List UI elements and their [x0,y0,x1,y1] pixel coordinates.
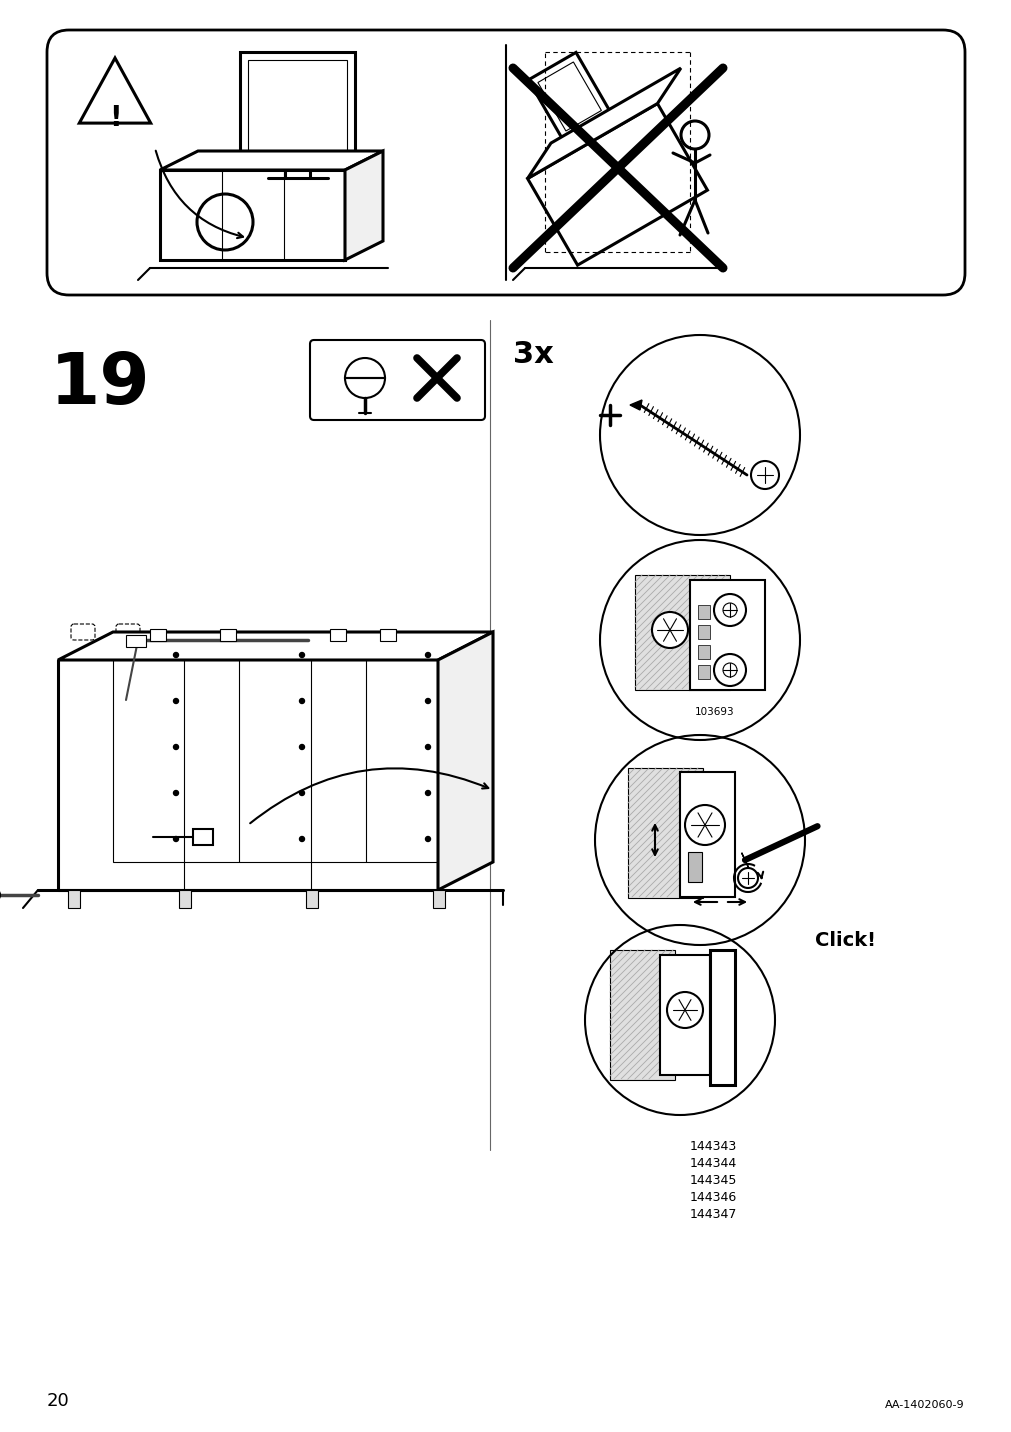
Bar [628,768,703,898]
Circle shape [666,992,703,1028]
Polygon shape [630,400,641,410]
Polygon shape [160,150,382,170]
Bar [433,891,445,908]
Circle shape [173,836,178,842]
Bar [634,576,729,690]
Text: 144344: 144344 [690,1157,737,1170]
Circle shape [173,745,178,749]
Circle shape [173,653,178,657]
Text: 19: 19 [50,349,151,420]
Polygon shape [741,852,748,868]
Circle shape [651,611,687,649]
Bar [698,604,710,619]
Circle shape [299,653,304,657]
Circle shape [714,654,745,686]
Text: 3x: 3x [513,339,553,369]
Bar [659,955,710,1075]
Bar [113,632,492,862]
Text: 144343: 144343 [690,1140,737,1153]
Circle shape [425,699,430,703]
Circle shape [299,699,304,703]
Bar [610,949,674,1080]
Bar [698,664,710,679]
Bar [687,852,702,882]
Bar [150,629,166,642]
Circle shape [299,790,304,796]
Circle shape [173,699,178,703]
Circle shape [425,653,430,657]
Bar [690,580,764,690]
Circle shape [299,745,304,749]
Bar [330,629,346,642]
Bar [305,891,317,908]
Bar [698,644,710,659]
Bar [679,772,734,896]
Bar [193,829,212,845]
Text: AA-1402060-9: AA-1402060-9 [885,1400,964,1411]
Polygon shape [438,632,492,891]
Polygon shape [58,632,492,660]
Text: Click!: Click! [814,931,876,949]
Text: 144346: 144346 [690,1191,737,1204]
Circle shape [425,836,430,842]
Bar [126,634,146,647]
Circle shape [737,868,757,888]
Text: !: ! [108,105,121,132]
Text: 103693: 103693 [695,707,734,717]
Bar [379,629,395,642]
Polygon shape [345,150,382,261]
Circle shape [173,790,178,796]
Bar [698,624,710,639]
Text: 144347: 144347 [690,1209,737,1221]
Text: 20: 20 [47,1392,70,1411]
Circle shape [425,745,430,749]
Polygon shape [527,69,680,179]
Bar [68,891,80,908]
Bar [219,629,236,642]
Circle shape [425,790,430,796]
Bar [179,891,191,908]
Circle shape [714,594,745,626]
Polygon shape [710,949,734,1085]
Text: 144345: 144345 [690,1174,737,1187]
Circle shape [299,836,304,842]
Circle shape [750,461,778,488]
Circle shape [684,805,724,845]
